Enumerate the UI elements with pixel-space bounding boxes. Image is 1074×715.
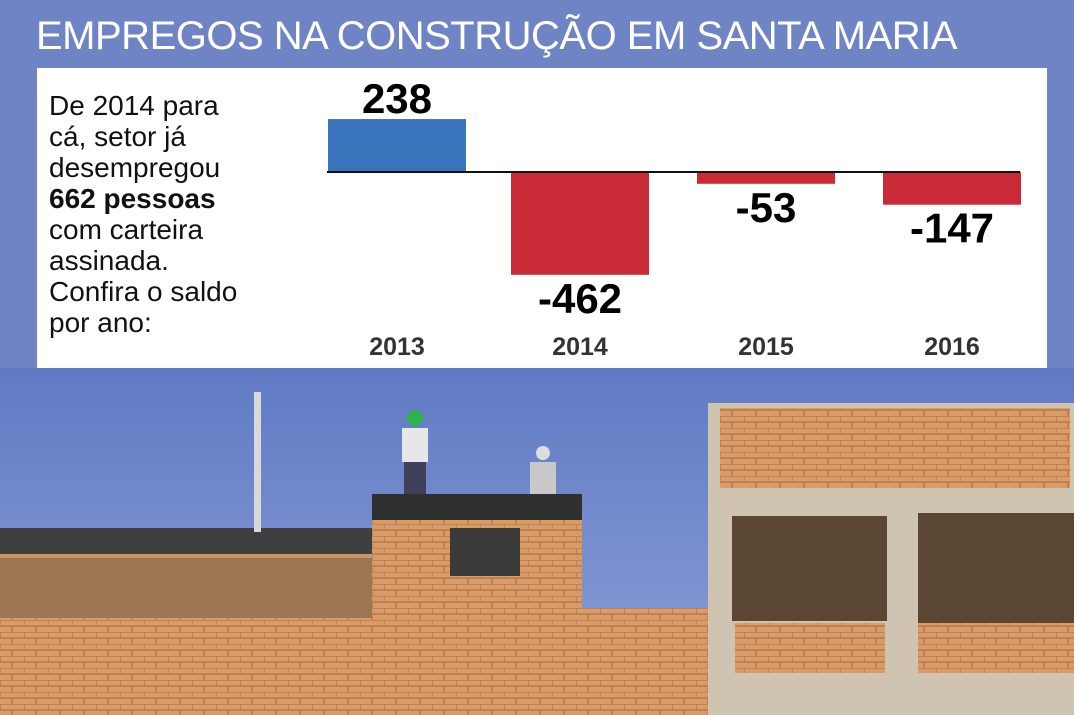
intro-text-start: De 2014 para cá, setor já desempregou bbox=[49, 90, 221, 183]
chart-title: EMPREGOS NA CONSTRUÇÃO EM SANTA MARIA bbox=[36, 14, 957, 58]
data-label-2014: -462 bbox=[538, 275, 622, 322]
bar-chart: 238 2013 -462 2014 -53 2015 -147 2016 bbox=[327, 75, 1021, 361]
intro-text-end: com carteira assinada. Confira o saldo p… bbox=[49, 214, 238, 338]
bar-2014 bbox=[511, 172, 649, 275]
x-tick-label-2015: 2015 bbox=[738, 333, 794, 361]
chart-panel: De 2014 para cá, setor já desempregou 66… bbox=[37, 68, 1047, 368]
data-label-2015: -53 bbox=[736, 184, 797, 231]
x-tick-label-2013: 2013 bbox=[369, 333, 425, 361]
bar-2015 bbox=[697, 172, 835, 184]
construction-site-photo bbox=[0, 368, 1074, 715]
data-label-2016: -147 bbox=[910, 205, 994, 252]
intro-text-highlight: 662 pessoas bbox=[49, 183, 216, 214]
x-tick-label-2016: 2016 bbox=[924, 333, 980, 361]
data-label-2013: 238 bbox=[362, 75, 432, 122]
bar-2016 bbox=[883, 172, 1021, 205]
x-tick-label-2014: 2014 bbox=[552, 333, 608, 361]
bar-2013 bbox=[328, 119, 466, 172]
intro-text: De 2014 para cá, setor já desempregou 66… bbox=[49, 90, 249, 338]
